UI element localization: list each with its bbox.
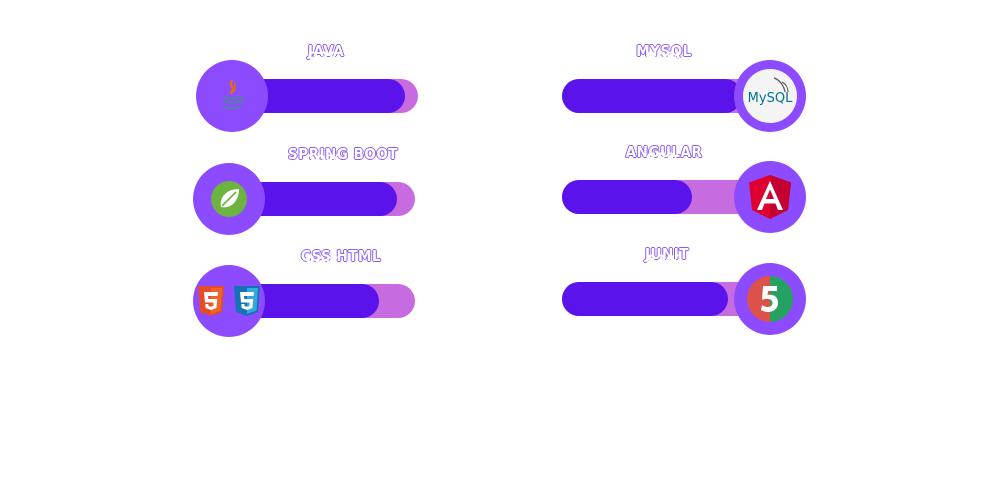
- skill-title: CSS HTML: [300, 247, 382, 266]
- spring-boot-icon: [210, 180, 248, 218]
- skill-java: JAVA 93%: [196, 42, 426, 152]
- skill-title: JAVA: [307, 42, 345, 61]
- skill-angular: ANGULAR 65%: [562, 143, 806, 253]
- skill-title: ANGULAR: [625, 143, 703, 162]
- progress-fill: [562, 180, 692, 214]
- skill-badge: [193, 265, 265, 337]
- skill-title: SPRING BOOT: [287, 145, 398, 164]
- java-icon: [214, 78, 250, 114]
- mysql-logo-text: MySQL: [748, 91, 793, 106]
- progress-percent: 65%: [645, 150, 683, 170]
- skill-spring-boot: SPRING BOOT 90%: [193, 145, 423, 255]
- skill-badge: [734, 263, 806, 335]
- skill-badge: [196, 60, 268, 132]
- skill-css-html: CSS HTML 80%: [193, 247, 423, 357]
- mysql-icon: MySQL: [742, 68, 798, 124]
- progress-percent: 90%: [304, 152, 342, 172]
- progress-fill: [562, 282, 728, 316]
- skill-title: MYSQL: [636, 42, 692, 61]
- angular-icon: [748, 174, 792, 220]
- skill-badge: MySQL: [734, 60, 806, 132]
- skill-badge: [734, 161, 806, 233]
- progress-percent: 93%: [307, 49, 345, 69]
- skill-badge: [193, 163, 265, 235]
- html5-css3-icon: [196, 285, 262, 317]
- skill-mysql: MYSQL 90% MySQL: [562, 42, 806, 152]
- progress-percent: 83%: [645, 252, 683, 272]
- progress-fill: [562, 79, 742, 113]
- progress-percent: 80%: [304, 254, 342, 274]
- skill-title: JUNIT: [645, 245, 690, 264]
- skill-junit: JUNIT 83%: [562, 245, 806, 355]
- junit5-icon: [746, 275, 794, 323]
- progress-percent: 90%: [645, 49, 683, 69]
